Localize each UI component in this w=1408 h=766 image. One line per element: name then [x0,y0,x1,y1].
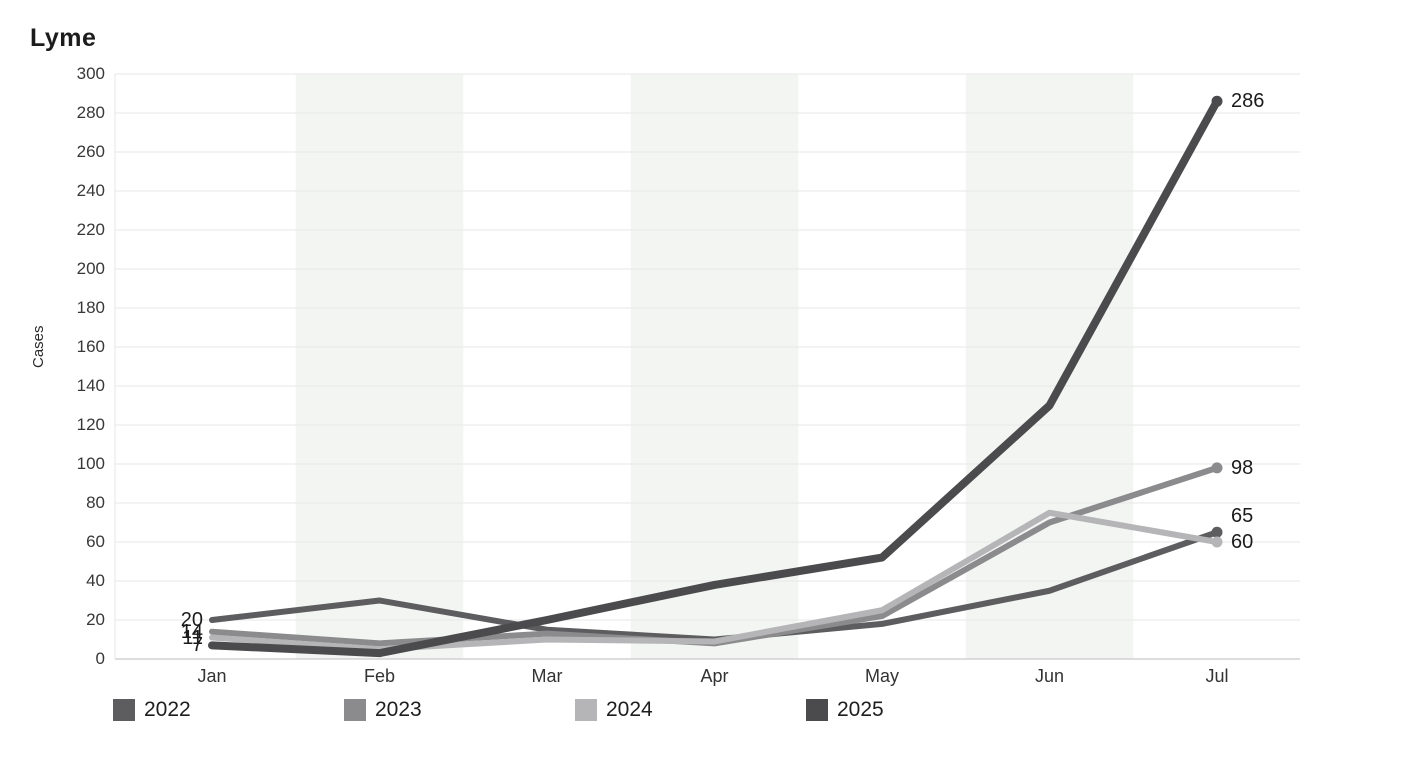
x-tick-label-apr: Apr [700,666,729,686]
band-feb [295,74,464,659]
band-apr [630,74,799,659]
y-tick-label-80: 80 [86,493,105,512]
last-point-label-2024: 60 [1231,531,1254,553]
y-tick-label-280: 280 [76,103,105,122]
legend-label-2023: 2023 [375,698,422,721]
y-tick-label-260: 260 [76,142,105,161]
y-tick-label-100: 100 [76,454,105,473]
legend-label-2025: 2025 [837,698,884,721]
series-endpoint-2025[interactable] [1211,95,1223,107]
band-jun [965,74,1134,659]
y-tick-label-220: 220 [76,220,105,239]
first-point-label-2025: 7 [191,634,203,657]
legend-swatch-2023 [344,699,366,721]
series-line-2025[interactable] [208,97,1221,658]
y-tick-label-240: 240 [76,181,105,200]
first-point-label-2024: 11 [182,626,203,649]
x-tick-label-may: May [864,666,899,686]
x-tick-label-feb: Feb [363,666,396,686]
legend-label-2022: 2022 [144,698,191,721]
first-point-label-2022: 20 [180,609,203,631]
y-tick-label-0: 0 [95,649,105,668]
series-endpoint-2024[interactable] [1211,536,1223,548]
chart-title: Lyme [30,24,97,52]
y-tick-label-140: 140 [76,376,105,395]
last-point-label-2025: 286 [1231,90,1265,113]
series-endpoint-2022[interactable] [1211,526,1223,538]
y-tick-label-160: 160 [76,337,105,356]
legend-swatch-2024 [575,699,597,721]
legend: 2022 2023 2024 2025 [0,698,1408,738]
x-tick-label-mar: Mar [531,666,563,686]
legend-swatch-2022 [113,699,135,721]
y-tick-label-180: 180 [76,298,105,317]
y-tick-label-200: 200 [76,259,105,278]
legend-label-2024: 2024 [606,698,653,721]
x-tick-label-jul: Jul [1205,666,1229,686]
x-tick-label-jun: Jun [1034,666,1065,686]
legend-item-2023[interactable]: 2023 [344,698,422,722]
legend-swatch-2025 [806,699,828,721]
y-tick-label-20: 20 [86,610,105,629]
last-point-label-2022: 65 [1231,505,1254,527]
last-point-label-2023: 98 [1231,456,1254,479]
first-point-label-2023: 14 [180,620,203,643]
series-endpoint-2023[interactable] [1211,462,1223,474]
legend-item-2025[interactable]: 2025 [806,698,884,722]
legend-item-2022[interactable]: 2022 [113,698,191,722]
y-tick-label-300: 300 [76,64,105,83]
y-tick-label-40: 40 [86,571,105,590]
x-tick-label-jan: Jan [197,666,227,686]
legend-item-2024[interactable]: 2024 [575,698,653,722]
y-tick-label-60: 60 [86,532,105,551]
y-tick-label-120: 120 [76,415,105,434]
